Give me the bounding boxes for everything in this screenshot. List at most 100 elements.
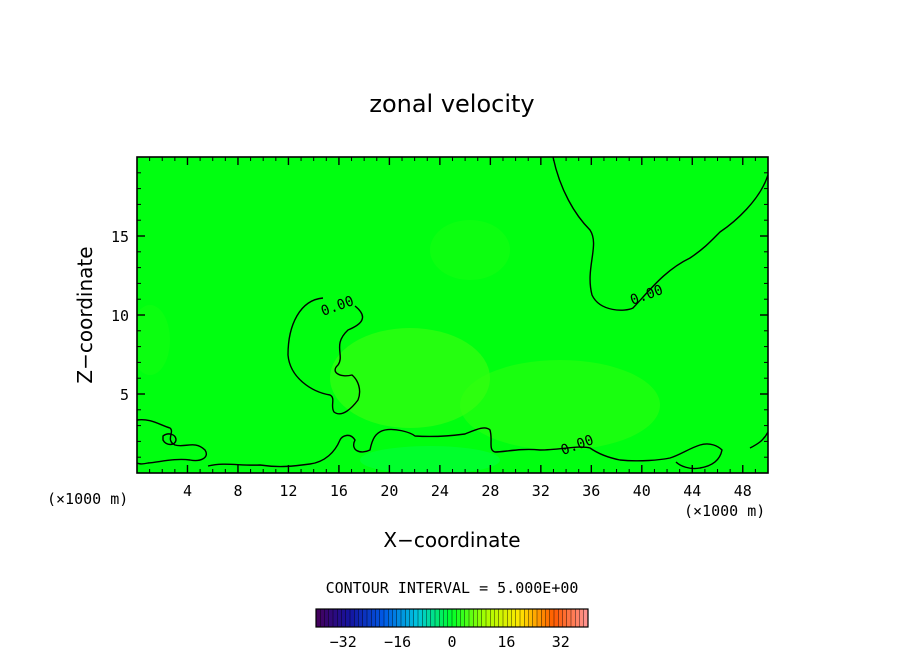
y-tick-label: 15 bbox=[111, 228, 129, 246]
colorbar-cell bbox=[553, 608, 559, 628]
colorbar-cell bbox=[468, 608, 474, 628]
y-tick-label: 10 bbox=[111, 307, 129, 325]
colorbar-cell bbox=[354, 608, 359, 628]
contour-upper-right bbox=[552, 157, 768, 311]
colorbar-cell bbox=[345, 608, 351, 628]
colorbar-cell bbox=[575, 608, 580, 628]
colorbar-cell bbox=[477, 608, 483, 628]
colorbar-cell bbox=[579, 608, 585, 628]
x-axis-unit-right: (×1000 m) bbox=[684, 502, 765, 520]
x-axis-label: X−coordinate bbox=[383, 528, 520, 552]
contour-bottom bbox=[137, 418, 768, 470]
colorbar-tick-labels: −32 −16 0 16 32 bbox=[330, 633, 570, 651]
contour-mid-left bbox=[287, 297, 364, 415]
field-shading bbox=[137, 220, 660, 473]
y-tick-label: 5 bbox=[120, 386, 129, 404]
x-tick-label: 40 bbox=[633, 482, 651, 500]
colorbar-cell bbox=[328, 608, 334, 628]
colorbar-cell bbox=[519, 608, 525, 628]
colorbar-cell bbox=[332, 608, 338, 628]
colorbar-cell bbox=[396, 608, 402, 628]
colorbar-cell bbox=[545, 608, 551, 628]
colorbar-cell bbox=[494, 608, 500, 628]
x-tick-label: 20 bbox=[380, 482, 398, 500]
colorbar-cell bbox=[443, 608, 449, 628]
colorbar-cell bbox=[349, 608, 355, 628]
colorbar bbox=[315, 608, 589, 628]
colorbar-cell bbox=[434, 608, 440, 628]
colorbar-cell bbox=[366, 608, 372, 628]
colorbar-cell bbox=[524, 608, 529, 628]
plot-field bbox=[137, 157, 768, 473]
colorbar-cell bbox=[532, 608, 538, 628]
colorbar-tick-label: −16 bbox=[384, 633, 411, 651]
colorbar-cell bbox=[439, 608, 444, 628]
contour-interval-text: CONTOUR INTERVAL = 5.000E+00 bbox=[326, 579, 579, 597]
y-axis-ticks: 5 10 15 bbox=[111, 172, 768, 458]
colorbar-cell bbox=[456, 608, 461, 628]
colorbar-cell bbox=[528, 608, 534, 628]
x-tick-label: 4 bbox=[183, 482, 192, 500]
colorbar-cell bbox=[426, 608, 432, 628]
colorbar-tick-label: −32 bbox=[330, 633, 357, 651]
colorbar-cell bbox=[358, 608, 364, 628]
colorbar-cell bbox=[558, 608, 563, 628]
colorbar-cell bbox=[324, 608, 330, 628]
colorbar-cell bbox=[451, 608, 457, 628]
colorbar-cell bbox=[447, 608, 453, 628]
contour-lines bbox=[137, 157, 768, 470]
chart-title: zonal velocity bbox=[369, 90, 534, 118]
colorbar-cell bbox=[379, 608, 385, 628]
colorbar-cell bbox=[417, 608, 423, 628]
colorbar-cell bbox=[362, 608, 368, 628]
colorbar-cell bbox=[392, 608, 398, 628]
x-tick-label: 44 bbox=[683, 482, 701, 500]
colorbar-cell bbox=[341, 608, 347, 628]
colorbar-cell bbox=[490, 608, 495, 628]
colorbar-cell bbox=[541, 608, 546, 628]
x-tick-label: 48 bbox=[734, 482, 752, 500]
colorbar-cell bbox=[502, 608, 508, 628]
colorbar-cell bbox=[566, 608, 572, 628]
colorbar-cell bbox=[371, 608, 376, 628]
colorbar-cell bbox=[413, 608, 419, 628]
colorbar-tick-label: 16 bbox=[497, 633, 515, 651]
colorbar-cell bbox=[337, 608, 342, 628]
colorbar-cell bbox=[549, 608, 555, 628]
contour-small-blob bbox=[162, 433, 177, 446]
colorbar-tick-label: 0 bbox=[447, 633, 456, 651]
x-tick-label: 28 bbox=[481, 482, 499, 500]
x-axis-ticks: 4 8 12 16 20 24 28 32 36 40 44 48 bbox=[149, 157, 756, 500]
colorbar-cell bbox=[409, 608, 415, 628]
x-tick-label: 8 bbox=[233, 482, 242, 500]
colorbar-cell bbox=[430, 608, 436, 628]
colorbar-cell bbox=[320, 608, 325, 628]
colorbar-cell bbox=[473, 608, 478, 628]
colorbar-cell bbox=[464, 608, 470, 628]
x-tick-label: 24 bbox=[431, 482, 449, 500]
colorbar-tick-label: 32 bbox=[552, 633, 570, 651]
colorbar-cell bbox=[460, 608, 466, 628]
y-axis-label: Z−coordinate bbox=[73, 246, 97, 383]
colorbar-cell bbox=[405, 608, 410, 628]
colorbar-cell bbox=[511, 608, 517, 628]
colorbar-cell bbox=[375, 608, 381, 628]
x-axis-unit-left: (×1000 m) bbox=[47, 490, 128, 508]
x-tick-label: 16 bbox=[330, 482, 348, 500]
colorbar-cell bbox=[515, 608, 521, 628]
colorbar-cell bbox=[562, 608, 568, 628]
x-tick-label: 12 bbox=[279, 482, 297, 500]
colorbar-cell bbox=[315, 608, 321, 628]
colorbar-frame bbox=[315, 608, 589, 628]
x-tick-label: 36 bbox=[582, 482, 600, 500]
colorbar-cell bbox=[400, 608, 406, 628]
colorbar-cell bbox=[383, 608, 389, 628]
colorbar-cell bbox=[570, 608, 576, 628]
x-tick-label: 32 bbox=[532, 482, 550, 500]
colorbar-cell bbox=[481, 608, 487, 628]
colorbar-cell bbox=[536, 608, 542, 628]
colorbar-cell bbox=[422, 608, 427, 628]
colorbar-cell bbox=[485, 608, 491, 628]
colorbar-cell bbox=[388, 608, 393, 628]
